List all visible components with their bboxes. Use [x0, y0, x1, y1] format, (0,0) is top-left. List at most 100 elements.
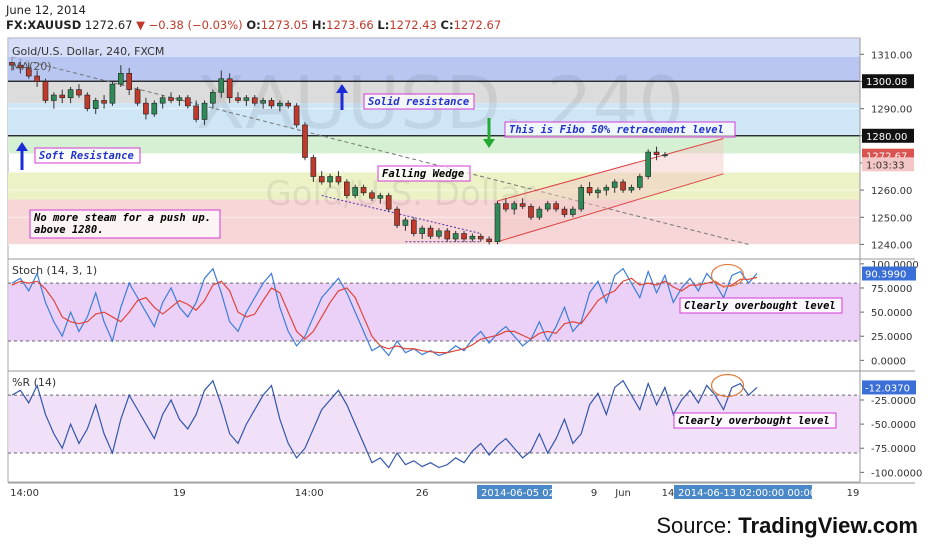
candle-body	[477, 235, 484, 240]
wr-y-tick-label: -50.0000	[871, 420, 916, 431]
candle-body	[369, 192, 375, 199]
candle-body	[92, 100, 99, 109]
source-credit: Source: TradingView.com	[656, 513, 918, 539]
candle-body	[260, 100, 266, 104]
candle-body	[595, 189, 601, 194]
stoch-y-tick-label: 100.0000	[871, 260, 919, 271]
stoch-y-tick-label: 0.0000	[871, 356, 906, 367]
crosshair-time-text: 2014-06-13 02:00:00 00:00	[678, 488, 816, 499]
open-value: 1273.05	[260, 18, 309, 32]
source-brand: TradingView.com	[738, 513, 918, 538]
candle-body	[168, 97, 174, 101]
wr-line-%R	[11, 379, 758, 469]
main-y-tick-label: 1310.00	[871, 50, 912, 61]
low-label: L:	[377, 18, 390, 32]
candle-body	[427, 227, 434, 237]
candle-body	[452, 233, 459, 240]
candle-body	[268, 100, 275, 107]
candle-body	[344, 181, 350, 196]
source-prefix: Source:	[656, 513, 739, 538]
candle-body	[193, 105, 199, 120]
candle-body	[503, 203, 509, 210]
stoch-y-tick-label: 50.0000	[871, 308, 912, 319]
stoch-line-%K	[11, 267, 758, 357]
wr-annotation-text: Clearly overbought level	[678, 415, 830, 427]
x-tick-label: 19	[173, 488, 186, 499]
price-tag-text: 1:03:33	[866, 160, 905, 171]
price-change: ▼ −0.38 (−0.03%)	[136, 18, 243, 32]
candle-body	[9, 62, 15, 66]
channel-fill	[497, 138, 724, 242]
stoch-highlight-circle	[710, 263, 745, 288]
x-tick-label: 14:00	[295, 488, 324, 499]
annotation-text: Soft Resistance	[39, 150, 134, 162]
crosshair-time-text: 2014-06-05 02:00:00	[481, 488, 587, 499]
candle-body	[310, 157, 317, 177]
main-chart-title: Gold/U.S. Dollar, 240, FXCM	[12, 45, 164, 58]
candle-body	[109, 83, 116, 104]
candle-body	[134, 89, 141, 104]
candle-body	[201, 102, 208, 120]
low-value: 1272.43	[389, 18, 437, 32]
open-label: O:	[246, 18, 261, 32]
wedge-line	[321, 195, 481, 235]
main-y-tick-label: 1240.00	[871, 240, 912, 251]
candle-body	[444, 230, 451, 240]
wr-last-tag	[862, 380, 916, 395]
price-tag-text: 1300.08	[866, 77, 907, 88]
symbol-label[interactable]: FX:XAUUSD	[6, 18, 82, 32]
high-value: 1273.66	[326, 18, 374, 32]
channel-lower-line	[497, 173, 724, 243]
candle-body	[159, 97, 166, 104]
wr-annotation-box	[673, 412, 837, 429]
annotation-text: above 1280.	[34, 224, 104, 236]
main-title-band	[8, 38, 860, 62]
price-tag-1	[862, 128, 914, 143]
candle-body	[611, 181, 618, 188]
x-tick-label: 9	[591, 488, 597, 499]
candle-body	[42, 81, 49, 101]
candle-body	[636, 176, 643, 188]
candle-body	[335, 176, 342, 183]
ma-indicator-label: MA(20)	[12, 60, 52, 73]
candle-body	[243, 97, 250, 101]
candle-body	[519, 203, 526, 207]
candle-body	[277, 102, 283, 107]
x-tick-label: 19	[847, 488, 860, 499]
candle-body	[645, 151, 651, 177]
chart-date: June 12, 2014	[6, 3, 86, 17]
candle-body	[410, 219, 417, 234]
candle-body	[76, 89, 82, 96]
falling-trendline	[11, 56, 749, 245]
candle-body	[59, 94, 66, 99]
candle-body	[176, 97, 183, 101]
candle-body	[528, 206, 534, 218]
candle-body	[67, 89, 74, 99]
candle-body	[586, 187, 593, 194]
x-tick-label: Jun	[614, 488, 631, 499]
annotation-box-1	[504, 121, 736, 138]
candle-body	[394, 208, 400, 226]
candle-body	[302, 124, 308, 158]
candle-body	[143, 102, 149, 115]
close-label: C:	[440, 18, 454, 32]
crosshair-time-tag	[674, 485, 812, 499]
main-y-tick-label: 1290.00	[871, 105, 912, 116]
candle-body	[327, 176, 333, 183]
price-tag-0	[862, 74, 914, 89]
stoch-last-tag	[862, 266, 916, 281]
candle-body	[101, 100, 107, 104]
candle-body	[51, 94, 57, 101]
candle-body	[553, 203, 559, 210]
annotation-box-0	[363, 93, 475, 110]
candle-body	[84, 94, 91, 109]
candle-body	[536, 208, 543, 218]
quote-bar: FX:XAUUSD 1272.67 ▼ −0.38 (−0.03%) O:127…	[6, 18, 501, 32]
zone-3	[8, 135, 860, 154]
annotation-text: No more steam for a push up.	[33, 212, 211, 224]
candle-body	[469, 235, 476, 240]
candle-body	[511, 203, 518, 210]
main-y-tick-label: 1250.00	[871, 213, 912, 224]
